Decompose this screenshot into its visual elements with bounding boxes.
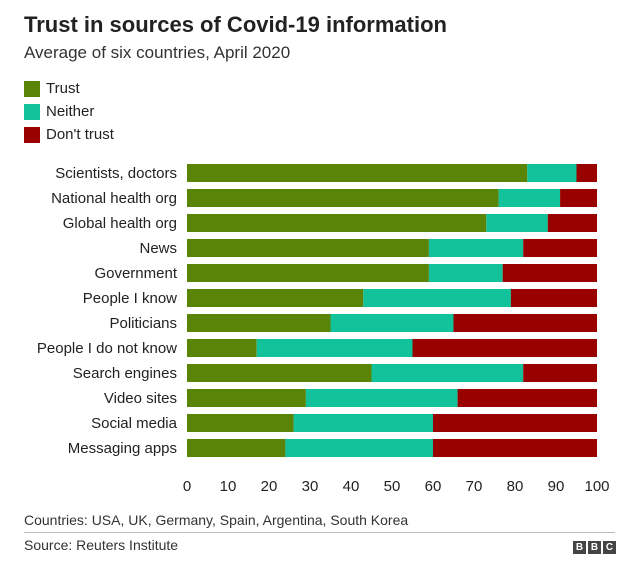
chart-title: Trust in sources of Covid-19 information	[24, 12, 447, 37]
bar-trust-politicians	[187, 314, 331, 332]
category-label: Video sites	[104, 390, 177, 407]
bbc-logo-block: B	[573, 541, 586, 554]
bar-don-t-trust-government	[502, 264, 597, 282]
bar-trust-scientists-doctors	[187, 164, 528, 182]
category-label: Social media	[91, 415, 178, 432]
bar-neither-news	[428, 239, 524, 257]
bar-neither-politicians	[330, 314, 454, 332]
stacked-bar-chart: Scientists, doctors National health org Gl…	[37, 164, 610, 495]
legend-swatch-dont-trust	[24, 127, 40, 143]
bar-trust-social-media	[187, 414, 294, 432]
category-label: People I do not know	[37, 340, 177, 357]
bar-neither-global-health-org	[486, 214, 548, 232]
bar-trust-video-sites	[187, 389, 306, 407]
bbc-logo: B B C	[573, 541, 616, 554]
bar-don-t-trust-global-health-org	[547, 214, 597, 232]
bbc-logo-block: B	[588, 541, 601, 554]
footer-divider	[24, 532, 615, 533]
bar-trust-search-engines	[187, 364, 372, 382]
source-note: Source: Reuters Institute	[24, 537, 179, 553]
x-tick-label: 80	[507, 478, 524, 495]
bar-don-t-trust-people-i-know	[510, 289, 597, 307]
bar-don-t-trust-news	[523, 239, 597, 257]
category-label: Global health org	[63, 215, 177, 232]
x-tick-label: 0	[183, 478, 191, 495]
bar-don-t-trust-social-media	[433, 414, 597, 432]
category-label: Scientists, doctors	[55, 165, 177, 182]
bar-neither-government	[428, 264, 503, 282]
bar-neither-search-engines	[371, 364, 524, 382]
x-tick-label: 30	[302, 478, 319, 495]
x-tick-label: 50	[384, 478, 401, 495]
bar-neither-video-sites	[305, 389, 458, 407]
legend-label-neither: Neither	[46, 103, 95, 120]
category-label: People I know	[83, 290, 177, 307]
category-label: Messaging apps	[68, 440, 177, 457]
category-label: Search engines	[73, 365, 177, 382]
bar-don-t-trust-messaging-apps	[433, 439, 597, 457]
bar-neither-people-i-know	[363, 289, 511, 307]
bar-neither-national-health-org	[498, 189, 561, 207]
footnote: Countries: USA, UK, Germany, Spain, Arge…	[24, 512, 409, 528]
x-tick-label: 60	[425, 478, 442, 495]
category-label: National health org	[51, 190, 177, 207]
chart-subtitle: Average of six countries, April 2020	[24, 43, 291, 62]
bar-don-t-trust-video-sites	[457, 389, 597, 407]
category-label: Politicians	[109, 315, 177, 332]
bar-neither-scientists-doctors	[527, 164, 577, 182]
bar-trust-national-health-org	[187, 189, 499, 207]
bar-don-t-trust-politicians	[453, 314, 597, 332]
bbc-logo-block: C	[603, 541, 616, 554]
category-label: Government	[94, 265, 177, 282]
bar-trust-news	[187, 239, 429, 257]
bar-neither-messaging-apps	[285, 439, 433, 457]
bar-neither-social-media	[293, 414, 433, 432]
x-tick-label: 70	[466, 478, 483, 495]
bar-trust-global-health-org	[187, 214, 487, 232]
bar-don-t-trust-scientists-doctors	[576, 164, 597, 182]
bar-don-t-trust-search-engines	[523, 364, 597, 382]
category-label: News	[139, 240, 177, 257]
bar-don-t-trust-people-i-do-not-know	[412, 339, 597, 357]
legend-swatch-neither	[24, 104, 40, 120]
legend-swatch-trust	[24, 81, 40, 97]
x-tick-label: 10	[220, 478, 237, 495]
x-tick-label: 90	[548, 478, 565, 495]
legend-label-trust: Trust	[46, 80, 80, 97]
bar-neither-people-i-do-not-know	[256, 339, 413, 357]
x-tick-label: 40	[343, 478, 360, 495]
x-tick-label: 20	[261, 478, 278, 495]
bar-trust-messaging-apps	[187, 439, 286, 457]
x-tick-label: 100	[584, 478, 609, 495]
legend-label-dont-trust: Don't trust	[46, 126, 114, 143]
bar-trust-government	[187, 264, 429, 282]
bar-trust-people-i-do-not-know	[187, 339, 257, 357]
bar-don-t-trust-national-health-org	[560, 189, 597, 207]
bar-trust-people-i-know	[187, 289, 364, 307]
